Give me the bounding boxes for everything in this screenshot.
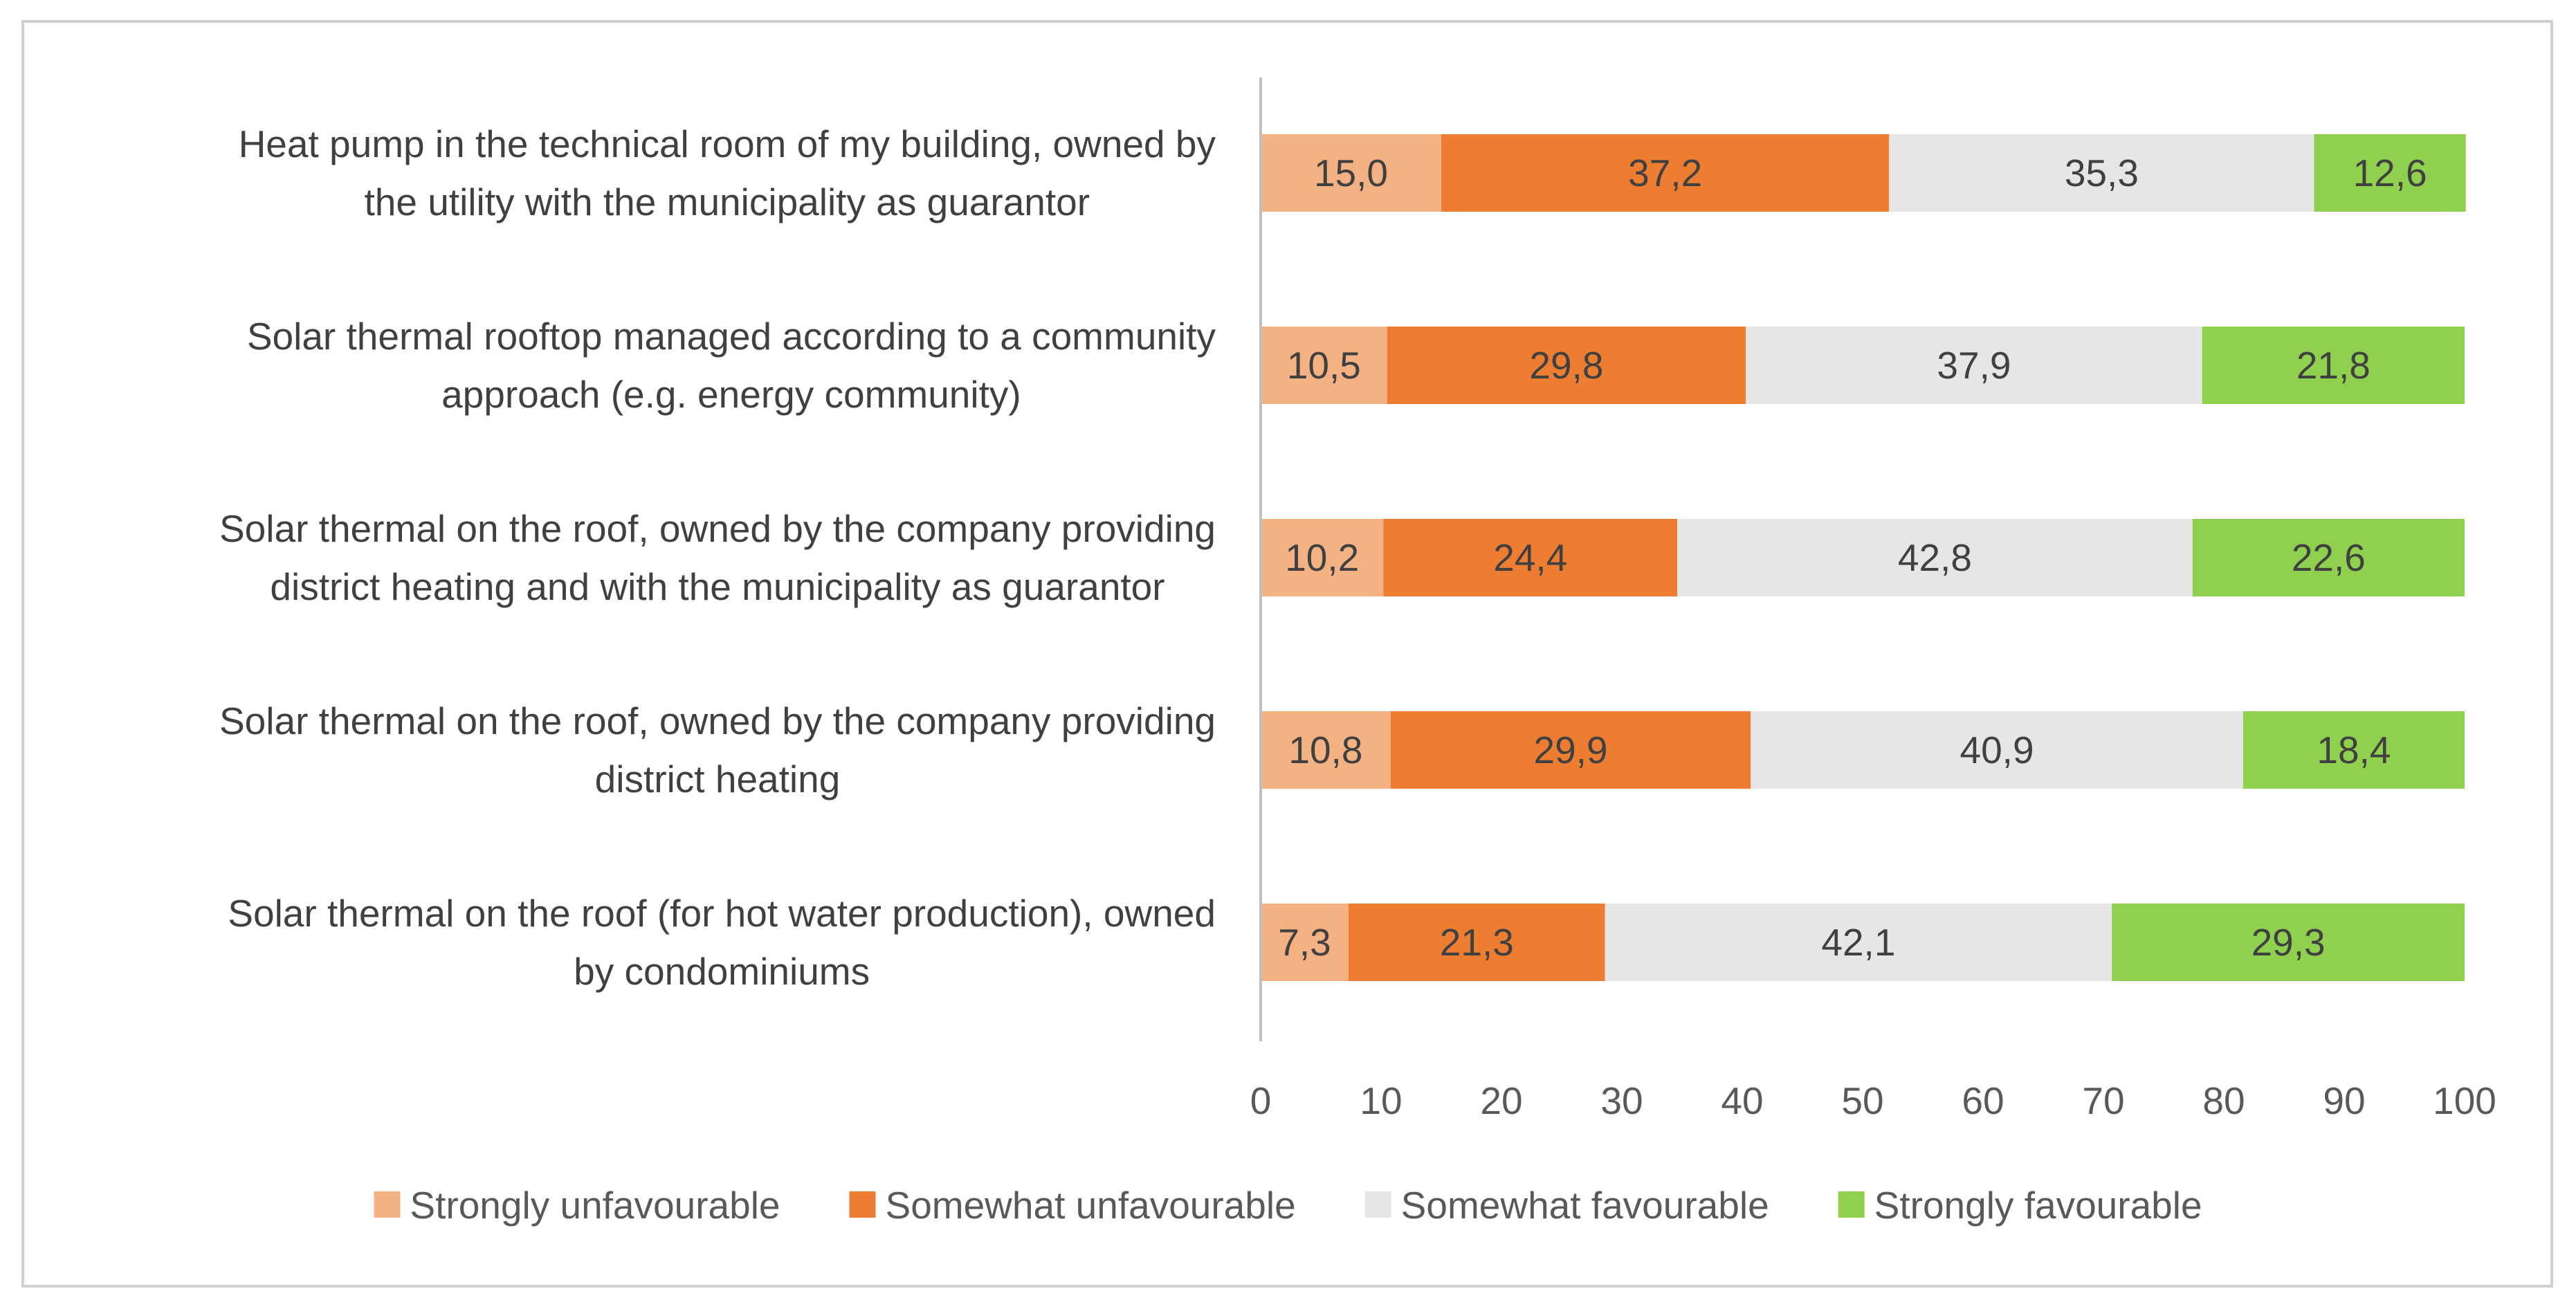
bar-segment (1441, 134, 1890, 212)
data-label: 40,9 (1960, 729, 2034, 771)
bar-segment (1261, 134, 1441, 212)
x-tick-label: 60 (1962, 1079, 2004, 1122)
legend-item: Somewhat favourable (1364, 1184, 1769, 1227)
legend-label: Strongly unfavourable (410, 1184, 780, 1227)
data-label: 22,6 (2292, 536, 2366, 579)
x-tick-label: 40 (1721, 1079, 1763, 1122)
x-tick-label: 10 (1360, 1079, 1402, 1122)
data-label: 12,6 (2353, 152, 2427, 194)
legend-label: Strongly favourable (1874, 1184, 2202, 1227)
category-label-line: by condominiums (574, 950, 870, 993)
legend-swatch (1364, 1191, 1391, 1218)
data-label: 10,5 (1287, 344, 1361, 387)
data-labels-group: 15,0 37,2 35,3 12,6 10,5 29,8 37,9 21,8 10,2 24,4… (1278, 152, 2427, 964)
bar-segment (1387, 327, 1746, 404)
data-label: 10,8 (1288, 729, 1362, 771)
bar-segment (2314, 134, 2466, 212)
x-tick-label: 0 (1250, 1079, 1272, 1122)
legend-item: Strongly unfavourable (374, 1184, 780, 1227)
category-label-line: Solar thermal on the roof, owned by the … (219, 699, 1216, 742)
bar-segment (1261, 327, 1387, 404)
data-label: 37,2 (1628, 152, 1702, 194)
category-label-line: Solar thermal rooftop managed according … (247, 315, 1216, 358)
category-label-line: Solar thermal on the roof (for hot water… (228, 892, 1216, 935)
data-label: 29,3 (2251, 921, 2326, 964)
category-label-line: district heating (595, 758, 841, 800)
data-label: 15,0 (1314, 152, 1388, 194)
bar-segment (1261, 711, 1391, 789)
legend-swatch (849, 1191, 876, 1218)
bars-group (1261, 134, 2466, 981)
data-label: 7,3 (1278, 921, 1331, 964)
legend-swatch (374, 1191, 401, 1218)
legend-label: Somewhat unfavourable (886, 1184, 1296, 1227)
data-label: 21,8 (2296, 344, 2371, 387)
x-tick-label: 70 (2082, 1079, 2124, 1122)
data-label: 18,4 (2317, 729, 2391, 771)
legend-item: Strongly favourable (1838, 1184, 2202, 1227)
category-label-line: the utility with the municipality as gua… (364, 181, 1090, 223)
data-label: 24,4 (1493, 536, 1567, 579)
x-tick-label: 90 (2323, 1079, 2365, 1122)
data-label: 42,1 (1821, 921, 1895, 964)
data-label: 29,8 (1529, 344, 1603, 387)
x-tick-label: 50 (1841, 1079, 1883, 1122)
bar-segment (1261, 519, 1384, 596)
category-label: Heat pump in the technical room of my bu… (239, 122, 1216, 223)
category-labels-group: Heat pump in the technical room of my bu… (219, 122, 1216, 993)
category-label-line: approach (e.g. energy community) (441, 373, 1021, 416)
x-tick-labels-group: 0 10 20 30 40 50 60 70 80 90 100 (1250, 1079, 2496, 1122)
data-label: 10,2 (1285, 536, 1359, 579)
category-label-line: district heating and with the municipali… (270, 565, 1164, 608)
bar-segment (1889, 134, 2314, 212)
data-label: 42,8 (1898, 536, 1972, 579)
bar-segment (1390, 711, 1751, 789)
x-tick-label: 80 (2202, 1079, 2245, 1122)
bar-segment (1605, 904, 2112, 981)
bar-segment (1677, 519, 2193, 596)
bar-segment (1261, 904, 1349, 981)
bar-segment (2192, 519, 2465, 596)
bar-segment (2242, 711, 2465, 789)
category-label: Solar thermal rooftop managed according … (247, 315, 1216, 416)
category-label: Solar thermal on the roof, owned by the … (219, 507, 1216, 608)
category-label-line: Heat pump in the technical room of my bu… (239, 122, 1216, 165)
bar-segment (1751, 711, 2243, 789)
data-label: 29,9 (1534, 729, 1608, 771)
bar-segment (1746, 327, 2202, 404)
x-tick-label: 100 (2433, 1079, 2496, 1122)
data-label: 37,9 (1937, 344, 2011, 387)
legend-label: Somewhat favourable (1401, 1184, 1769, 1227)
category-label-line: Solar thermal on the roof, owned by the … (219, 507, 1216, 550)
data-label: 21,3 (1440, 921, 1514, 964)
bar-segment (1383, 519, 1678, 596)
bar-segment (2112, 904, 2465, 981)
chart-frame (21, 20, 2553, 1288)
legend-swatch (1838, 1191, 1865, 1218)
legend: Strongly unfavourable Somewhat unfavourab… (374, 1184, 2202, 1227)
bar-segment (1349, 904, 1605, 981)
bar-segment (2202, 327, 2465, 404)
x-tick-label: 30 (1600, 1079, 1643, 1122)
legend-item: Somewhat unfavourable (849, 1184, 1296, 1227)
data-label: 35,3 (2065, 152, 2139, 194)
category-label: Solar thermal on the roof (for hot water… (228, 892, 1216, 993)
category-label: Solar thermal on the roof, owned by the … (219, 699, 1216, 800)
x-tick-label: 20 (1480, 1079, 1522, 1122)
